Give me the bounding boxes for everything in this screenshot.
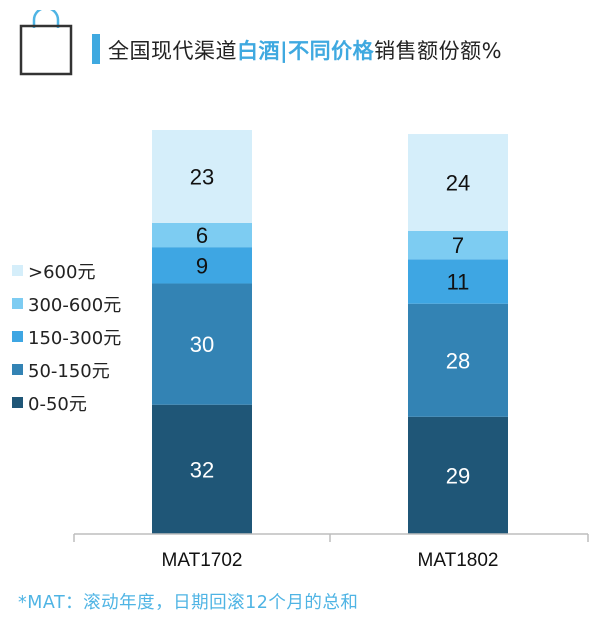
- data-label: 23: [190, 164, 214, 189]
- legend-label: 300-600元: [28, 294, 122, 316]
- data-label: 28: [446, 348, 470, 373]
- data-label: 32: [190, 457, 214, 482]
- bar-segment: [152, 283, 252, 405]
- data-label: 6: [196, 223, 208, 248]
- title-accent-bar: [92, 34, 100, 64]
- legend-swatch: [12, 298, 23, 309]
- shopping-bag-icon: [19, 10, 73, 76]
- title-suffix: 销售额份额%: [374, 39, 503, 63]
- bar-segment: [152, 130, 252, 223]
- legend-item: >600元: [12, 254, 121, 287]
- category-label: MAT1702: [162, 550, 243, 571]
- data-label: 30: [190, 332, 214, 357]
- legend-item: 300-600元: [12, 287, 121, 320]
- data-label: 29: [446, 463, 470, 488]
- bar-segment: [152, 222, 252, 248]
- legend-label: >600元: [28, 261, 96, 283]
- legend-swatch: [12, 331, 23, 342]
- data-label: 9: [196, 253, 208, 278]
- bar-segment: [408, 303, 508, 417]
- legend-swatch: [12, 265, 23, 276]
- bar-segment: [152, 404, 252, 534]
- category-label: MAT1802: [418, 550, 499, 571]
- title-separator: |: [280, 39, 289, 63]
- bar-segment: [152, 247, 252, 284]
- header: 全国现代渠道白酒|不同价格销售额份额%: [0, 0, 598, 80]
- footnote: *MAT：滚动年度，日期回滚12个月的总和: [18, 593, 359, 613]
- title-highlight-price: 不同价格: [288, 39, 375, 63]
- bar-segment: [408, 259, 508, 304]
- legend-item: 150-300元: [12, 320, 121, 353]
- data-label: 7: [452, 233, 464, 258]
- title-prefix: 全国现代渠道: [108, 39, 237, 63]
- legend-label: 150-300元: [28, 327, 122, 349]
- legend-label: 50-150元: [28, 360, 110, 382]
- legend-swatch: [12, 364, 23, 375]
- legend-item: 0-50元: [12, 386, 121, 419]
- chart-title: 全国现代渠道白酒|不同价格销售额份额%: [108, 35, 502, 65]
- legend-label: 0-50元: [28, 393, 87, 415]
- title-highlight-liquor: 白酒: [237, 39, 280, 63]
- chart-legend: >600元 300-600元 150-300元 50-150元 0-50元: [12, 254, 121, 419]
- legend-swatch: [12, 397, 23, 408]
- data-label: 11: [447, 270, 470, 295]
- bar-segment: [408, 231, 508, 260]
- legend-item: 50-150元: [12, 353, 121, 386]
- data-label: 24: [446, 171, 470, 196]
- bar-segment: [408, 416, 508, 534]
- bar-segment: [408, 134, 508, 231]
